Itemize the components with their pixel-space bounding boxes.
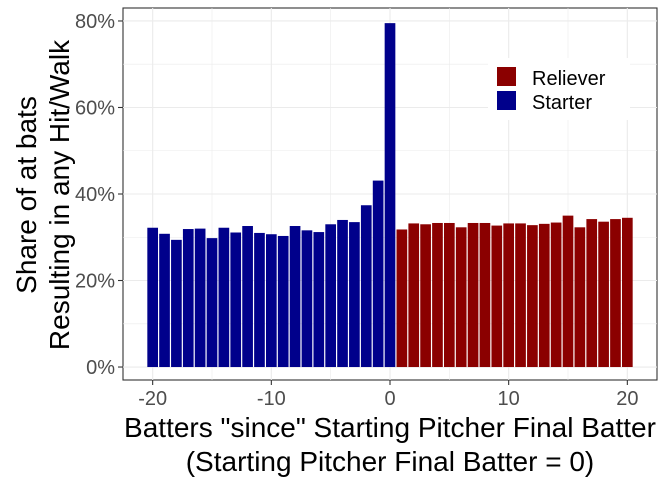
bars bbox=[147, 23, 633, 368]
bar-reliever bbox=[550, 222, 562, 368]
x-tick-label: 20 bbox=[616, 388, 638, 410]
bar-starter bbox=[206, 238, 218, 368]
x-axis-title-line1: Batters "since" Starting Pitcher Final B… bbox=[124, 412, 656, 443]
y-tick-label: 60% bbox=[75, 97, 115, 119]
bar-starter bbox=[337, 219, 348, 368]
bar-reliever bbox=[396, 229, 408, 368]
bar-reliever bbox=[503, 223, 515, 368]
bar-starter bbox=[147, 227, 159, 368]
x-tick-label: 0 bbox=[384, 388, 395, 410]
bar-reliever bbox=[491, 225, 503, 368]
bar-starter bbox=[218, 227, 230, 368]
legend-label-reliever: Reliever bbox=[532, 68, 606, 90]
bar-starter bbox=[277, 235, 289, 368]
bar-starter bbox=[313, 232, 325, 368]
bar-starter bbox=[230, 232, 242, 368]
bar-reliever bbox=[443, 222, 455, 368]
bar-starter bbox=[325, 224, 337, 368]
bar-starter bbox=[254, 232, 265, 368]
bar-starter bbox=[360, 205, 372, 368]
legend-key-reliever bbox=[497, 67, 516, 86]
bar-starter bbox=[171, 239, 182, 368]
bar-reliever bbox=[467, 222, 479, 368]
x-tick-label: -10 bbox=[257, 388, 286, 410]
y-axis-title-line2: Resulting in any Hit/Walk bbox=[44, 39, 75, 350]
y-tick-label: 20% bbox=[75, 271, 115, 293]
bar-reliever bbox=[420, 224, 431, 368]
bar-reliever bbox=[515, 223, 526, 368]
bar-starter bbox=[182, 229, 194, 368]
bar-reliever bbox=[586, 219, 598, 368]
x-tick-label: -20 bbox=[138, 388, 167, 410]
bar-starter bbox=[159, 233, 170, 368]
bar-reliever bbox=[562, 215, 574, 368]
legend-label-starter: Starter bbox=[532, 92, 592, 114]
y-axis-title-line1: Share of at bats bbox=[11, 96, 42, 294]
bar-starter bbox=[242, 226, 253, 368]
bar-reliever bbox=[610, 219, 621, 368]
y-tick-label: 40% bbox=[75, 184, 115, 206]
x-axis-title-line2: (Starting Pitcher Final Batter = 0) bbox=[186, 446, 595, 477]
bar-reliever bbox=[527, 225, 538, 368]
bar-reliever bbox=[479, 222, 491, 368]
bar-starter bbox=[194, 228, 206, 368]
bar-reliever bbox=[574, 227, 586, 368]
y-tick-label: 0% bbox=[86, 357, 115, 379]
bar-reliever bbox=[432, 222, 443, 368]
legend-key-starter bbox=[497, 91, 516, 110]
bar-starter bbox=[289, 226, 301, 368]
bar-reliever bbox=[408, 223, 420, 368]
bar-reliever bbox=[598, 221, 609, 368]
axes: 0% 20% 40% 60% 80% -20 -10 0 10 20 bbox=[75, 11, 638, 410]
bar-starter bbox=[265, 234, 277, 368]
bar-reliever bbox=[538, 223, 550, 368]
bar-starter bbox=[372, 180, 384, 368]
bar-reliever bbox=[621, 217, 633, 368]
bar-starter bbox=[384, 23, 396, 368]
legend: Reliever Starter bbox=[488, 58, 630, 120]
x-tick-label: 10 bbox=[498, 388, 520, 410]
bar-starter bbox=[301, 230, 313, 368]
bar-starter bbox=[349, 222, 360, 368]
bar-reliever bbox=[455, 227, 467, 368]
y-tick-label: 80% bbox=[75, 11, 115, 33]
